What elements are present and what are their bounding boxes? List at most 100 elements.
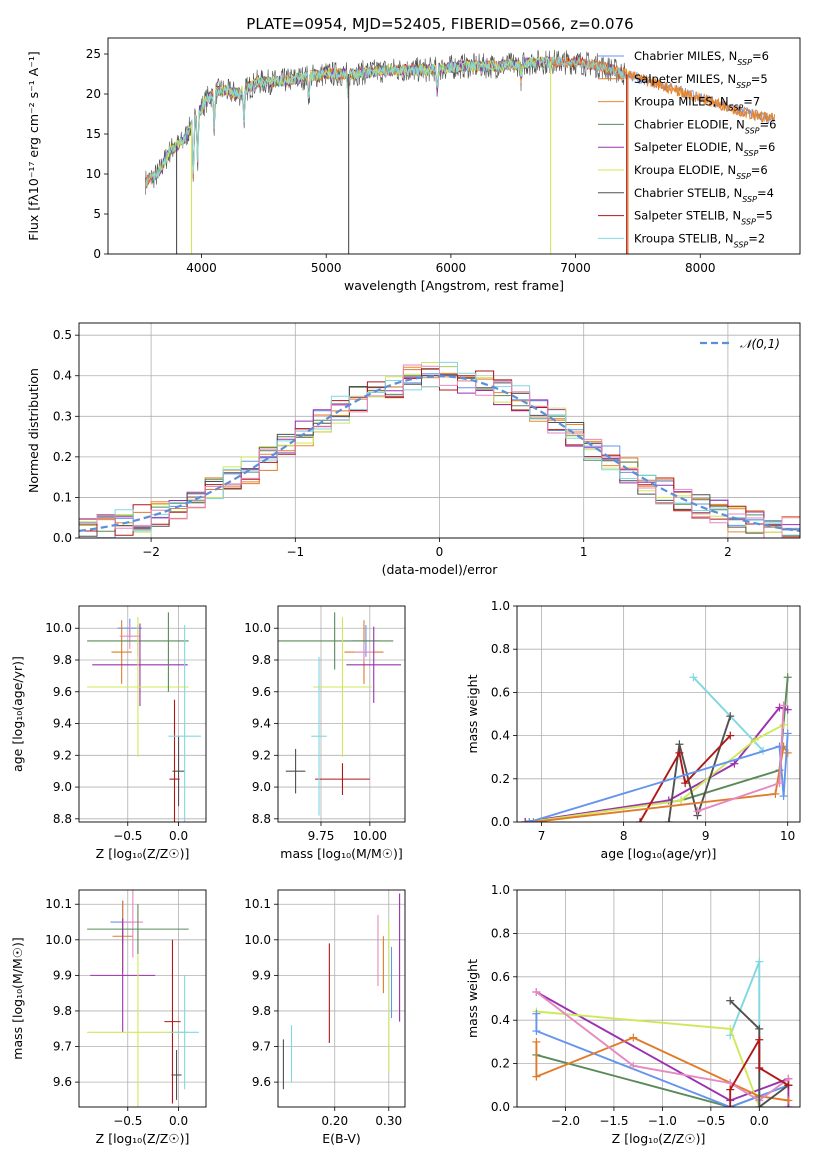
x-tick-label: −0.5 bbox=[696, 1114, 725, 1128]
y-tick-label: 0.0 bbox=[53, 531, 72, 545]
y-tick-label: 10 bbox=[86, 167, 101, 181]
y-tick-label: 0 bbox=[93, 247, 101, 261]
y-tick-label: 9.8 bbox=[53, 1004, 72, 1018]
axes-frame bbox=[516, 889, 801, 1108]
spectrum-line bbox=[145, 55, 626, 187]
x-tick-label: 1 bbox=[580, 545, 588, 559]
x-tick-label: 5000 bbox=[311, 261, 342, 275]
x-axis-label: Z [log₁₀(Z/Z☉)] bbox=[96, 1131, 190, 1146]
y-tick-label: 0.2 bbox=[53, 450, 72, 464]
axes-frame bbox=[277, 605, 406, 823]
y-tick-label: 0.1 bbox=[53, 490, 72, 504]
chart-weight_vs_Z: −2.0 −1.5 −1.0 −0.5 0.0 0.0 0.2 0.4 0.6 0.8 1.0 Z [… bbox=[465, 883, 801, 1146]
x-tick-label: 10.00 bbox=[353, 829, 387, 843]
x-tick-label: 0.20 bbox=[321, 1114, 348, 1128]
spectrum-line bbox=[151, 55, 551, 180]
legend-entry: Chabrier MILES, NSSP=6 bbox=[634, 49, 769, 67]
y-tick-label: 10.0 bbox=[45, 621, 72, 635]
series-line bbox=[639, 734, 731, 822]
y-tick-label: 9.8 bbox=[252, 1004, 271, 1018]
y-tick-label: 10.1 bbox=[45, 897, 72, 911]
x-tick-label: 0.0 bbox=[169, 829, 188, 843]
y-tick-label: 9.8 bbox=[252, 653, 271, 667]
figure-title: PLATE=0954, MJD=52405, FIBERID=0566, z=0… bbox=[246, 15, 633, 33]
y-tick-label: 1.0 bbox=[491, 599, 510, 613]
gaussian-curve bbox=[79, 375, 800, 532]
y-tick-label: 0.6 bbox=[491, 970, 510, 984]
y-tick-label: 10.0 bbox=[244, 933, 271, 947]
y-axis-label: Flux [fλ10⁻¹⁷ erg cm⁻² s⁻¹ A⁻¹] bbox=[26, 51, 41, 240]
series-line bbox=[525, 677, 789, 822]
x-tick-label: 0.30 bbox=[375, 1114, 402, 1128]
y-tick-label: 9.6 bbox=[252, 1075, 271, 1089]
chart-age_vs_Z: −0.5 0.0 8.8 9.0 9.2 9.4 9.6 9.8 10.0 Z [log₁₀(Z/… bbox=[10, 605, 207, 861]
x-axis-label: mass [log₁₀(M/M☉)] bbox=[280, 846, 402, 861]
y-tick-label: 0.0 bbox=[491, 1100, 510, 1114]
legend-entry: Salpeter STELIB, NSSP=5 bbox=[634, 209, 773, 227]
y-tick-label: 9.6 bbox=[53, 685, 72, 699]
y-tick-label: 9.9 bbox=[252, 968, 271, 982]
plot-area bbox=[87, 612, 201, 822]
y-tick-label: 10.0 bbox=[244, 621, 271, 635]
x-axis-label: (data-model)/error bbox=[382, 562, 499, 577]
x-tick-label: 0 bbox=[436, 545, 444, 559]
y-axis-label: mass weight bbox=[465, 674, 480, 753]
y-tick-label: 0.3 bbox=[53, 409, 72, 423]
chart-age_vs_mass: 9.75 10.00 8.8 9.0 9.2 9.4 9.6 9.8 10.0 mass [log… bbox=[244, 605, 406, 861]
y-tick-label: 9.6 bbox=[252, 685, 271, 699]
x-tick-label: 4000 bbox=[186, 261, 217, 275]
axes-frame bbox=[78, 605, 207, 823]
x-tick-label: 10 bbox=[780, 829, 795, 843]
y-tick-label: 15 bbox=[86, 127, 101, 141]
chart-spectrum: 4000 5000 6000 7000 8000 0 5 10 15 20 25 wavelength… bbox=[26, 37, 801, 293]
spectrum-line bbox=[145, 55, 626, 187]
x-tick-label: 8 bbox=[620, 829, 628, 843]
chart-weight_vs_age: 7 8 9 10 0.0 0.2 0.4 0.6 0.8 1.0 age [log₁₀(age/yr… bbox=[465, 599, 801, 861]
series-line bbox=[692, 676, 764, 752]
y-tick-label: 1.0 bbox=[491, 883, 510, 897]
x-tick-label: 9.75 bbox=[308, 829, 335, 843]
y-tick-label: 8.8 bbox=[252, 812, 271, 826]
x-axis-label: Z [log₁₀(Z/Z☉)] bbox=[612, 1131, 706, 1146]
y-tick-label: 9.8 bbox=[53, 653, 72, 667]
legend-entry: Chabrier ELODIE, NSSP=6 bbox=[634, 117, 776, 135]
x-axis-label: Z [log₁₀(Z/Z☉)] bbox=[96, 846, 190, 861]
legend-entry: Kroupa STELIB, NSSP=2 bbox=[634, 231, 765, 249]
plot-area bbox=[278, 612, 402, 816]
series-line bbox=[529, 723, 785, 822]
x-tick-label: −2 bbox=[142, 545, 160, 559]
y-tick-label: 9.4 bbox=[53, 717, 72, 731]
series-line bbox=[529, 733, 789, 822]
legend-entry: Chabrier STELIB, NSSP=4 bbox=[634, 186, 774, 204]
y-tick-label: 0.0 bbox=[491, 815, 510, 829]
legend-entry: Salpeter MILES, NSSP=5 bbox=[634, 72, 768, 90]
x-axis-label: E(B-V) bbox=[322, 1131, 361, 1146]
y-tick-label: 9.7 bbox=[53, 1040, 72, 1054]
plot-area bbox=[521, 673, 792, 822]
chart-residuals: −2 −1 0 1 2 0.0 0.1 0.2 0.3 0.4 0.5 (data-model)/er… bbox=[26, 322, 801, 577]
y-tick-label: 9.2 bbox=[53, 748, 72, 762]
y-axis-label: mass weight bbox=[465, 959, 480, 1038]
legend-entry: Salpeter ELODIE, NSSP=6 bbox=[634, 140, 775, 158]
y-tick-label: 8.8 bbox=[53, 812, 72, 826]
plot-area bbox=[282, 893, 401, 1090]
axes-frame bbox=[277, 889, 406, 1108]
plot-area bbox=[87, 890, 199, 1107]
x-tick-label: −1 bbox=[286, 545, 304, 559]
x-tick-label: 2 bbox=[724, 545, 732, 559]
legend: Chabrier MILES, NSSP=6 Salpeter MILES, NS… bbox=[598, 49, 776, 249]
x-tick-label: 0.0 bbox=[169, 1114, 188, 1128]
y-tick-label: 9.6 bbox=[53, 1075, 72, 1089]
x-axis-label: age [log₁₀(age/yr)] bbox=[601, 846, 717, 861]
x-tick-label: 7000 bbox=[560, 261, 591, 275]
x-tick-label: −2.0 bbox=[551, 1114, 580, 1128]
axes-frame bbox=[516, 605, 801, 823]
series-line bbox=[536, 1010, 761, 1107]
legend-entry: Kroupa ELODIE, NSSP=6 bbox=[634, 163, 768, 181]
x-tick-label: −0.5 bbox=[113, 829, 142, 843]
axes-frame bbox=[107, 37, 801, 255]
x-tick-label: −0.5 bbox=[113, 1114, 142, 1128]
y-tick-label: 0.4 bbox=[53, 369, 72, 383]
y-tick-label: 10.0 bbox=[45, 933, 72, 947]
y-tick-label: 9.4 bbox=[252, 717, 271, 731]
